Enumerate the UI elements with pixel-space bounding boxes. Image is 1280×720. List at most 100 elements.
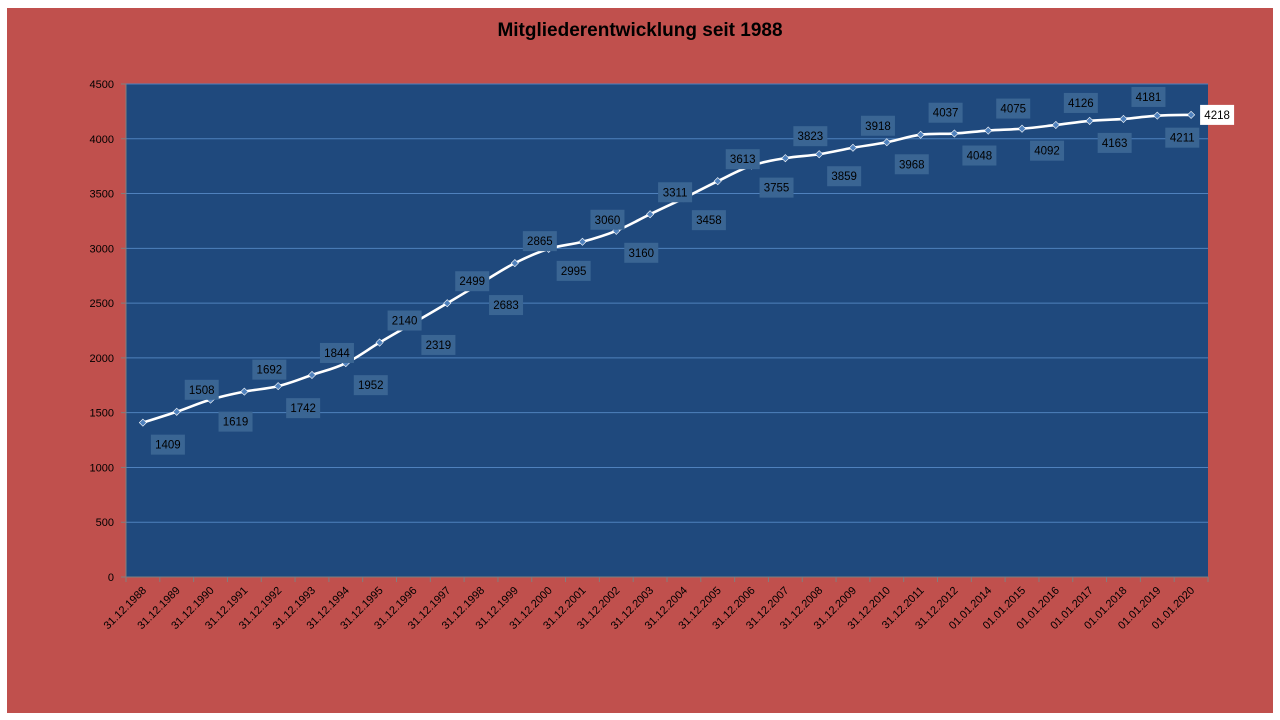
data-label-box	[421, 334, 456, 355]
data-label-box	[252, 359, 287, 380]
data-label: 2499	[459, 276, 485, 288]
y-tick-label: 4000	[90, 134, 114, 146]
data-label-box	[489, 295, 524, 316]
data-label-box	[793, 126, 828, 147]
data-point	[1187, 110, 1196, 119]
data-label-box	[624, 242, 659, 263]
data-label-box	[996, 98, 1031, 119]
data-point	[815, 150, 824, 159]
y-tick-label: 0	[108, 572, 114, 584]
data-point	[307, 370, 316, 380]
data-label-box	[658, 182, 693, 203]
data-label: 3160	[628, 248, 654, 260]
axes	[121, 83, 1209, 582]
data-point	[916, 130, 925, 139]
data-label: 1952	[358, 380, 384, 392]
data-label: 4218	[1204, 110, 1230, 122]
data-point	[578, 237, 587, 246]
data-label: 1409	[155, 440, 181, 452]
data-label: 3918	[865, 121, 891, 133]
data-label-box	[522, 231, 557, 252]
plot-area	[126, 84, 1208, 577]
data-point	[240, 387, 249, 396]
data-label-box	[1063, 92, 1098, 113]
data-label: 3311	[663, 187, 688, 199]
data-label-box	[1165, 127, 1200, 148]
y-axis-tick-labels: 0 500 1000 1500 2000 2500 3000 3500 4000 4500	[90, 79, 114, 584]
data-label: 4126	[1068, 98, 1094, 110]
data-label: 1742	[290, 403, 316, 415]
data-label-box	[218, 411, 253, 432]
data-label-box	[387, 310, 422, 331]
data-point	[172, 407, 181, 416]
data-label-box	[1030, 140, 1065, 161]
y-tick-label: 500	[96, 517, 114, 529]
data-label: 4211	[1170, 133, 1195, 145]
data-label: 3613	[730, 154, 756, 166]
y-tick-label: 2000	[90, 353, 114, 365]
data-label: 3859	[831, 171, 857, 183]
y-tick-label: 2500	[90, 298, 114, 310]
y-tick-label: 3500	[90, 189, 114, 201]
data-point	[274, 382, 283, 391]
data-point	[138, 418, 147, 427]
data-label: 4181	[1136, 92, 1162, 104]
data-label-box	[860, 115, 895, 136]
y-tick-label: 4500	[90, 79, 114, 91]
data-point	[882, 138, 891, 147]
data-label: 4048	[967, 151, 993, 163]
x-axis-tick-labels: 31.12.198831.12.198931.12.199031.12.1991…	[102, 585, 1198, 632]
data-point	[375, 338, 384, 347]
data-label: 1844	[324, 348, 350, 360]
data-label: 3823	[798, 131, 824, 143]
data-labels: 1409 1508 1619 1692 1742 1844 1952 2140 2319 2499…	[150, 86, 1235, 455]
data-label: 2865	[527, 236, 553, 248]
data-point	[984, 126, 993, 135]
data-point	[713, 177, 722, 186]
data-point	[950, 129, 959, 138]
data-label: 2140	[392, 316, 418, 328]
data-label-box	[286, 398, 321, 419]
data-point	[646, 210, 655, 219]
data-label-box	[1131, 86, 1166, 107]
y-tick-label: 1500	[90, 408, 114, 420]
data-label-box	[691, 210, 726, 231]
data-label-box	[827, 166, 862, 187]
data-point	[1119, 114, 1128, 123]
data-label-box	[894, 154, 929, 175]
y-tick-label: 1000	[90, 462, 114, 474]
data-point	[443, 299, 452, 308]
data-label: 4163	[1102, 138, 1128, 150]
data-point	[781, 154, 790, 163]
data-label: 3755	[764, 183, 790, 195]
data-point	[1153, 111, 1162, 120]
data-label-box	[319, 342, 354, 363]
data-label-box	[928, 102, 963, 123]
data-label-box	[556, 260, 591, 281]
data-label: 4075	[1000, 104, 1026, 116]
data-point	[1085, 116, 1094, 125]
data-label: 1508	[189, 385, 215, 397]
data-label-box	[1097, 132, 1132, 153]
data-label-box	[962, 145, 997, 166]
data-label-box	[455, 271, 490, 292]
data-label-box	[725, 149, 760, 170]
data-label-box	[184, 379, 219, 400]
data-label-box	[1200, 104, 1235, 125]
data-point	[848, 143, 857, 152]
data-label: 3060	[595, 215, 621, 227]
data-label-box	[353, 375, 388, 396]
data-label: 3458	[696, 215, 722, 227]
data-point	[510, 259, 519, 268]
data-point	[1051, 120, 1060, 129]
data-label: 2995	[561, 266, 587, 278]
data-label: 3968	[899, 159, 925, 171]
data-label: 4037	[933, 108, 959, 120]
y-tick-label: 3000	[90, 243, 114, 255]
data-label-box	[759, 177, 794, 198]
data-label: 2319	[426, 340, 452, 352]
data-label-box	[150, 434, 185, 455]
data-label: 1619	[223, 417, 249, 429]
chart-title: Mitgliederentwicklung seit 1988	[497, 20, 783, 41]
